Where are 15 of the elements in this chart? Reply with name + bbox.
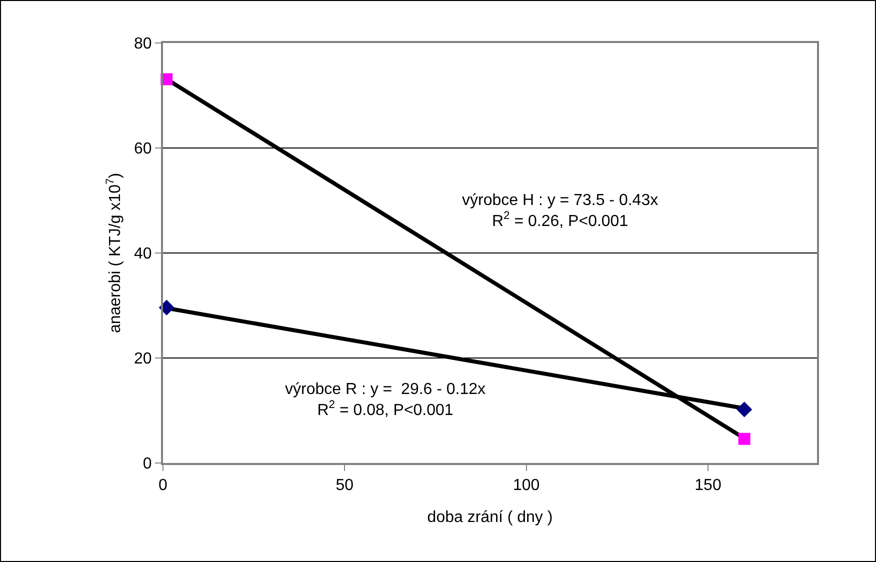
y-tick-label: 20 (134, 350, 152, 368)
x-tick-label: 100 (512, 477, 540, 494)
x-tick-label: 50 (336, 477, 354, 494)
y-tick-label: 60 (134, 140, 152, 158)
point (736, 402, 752, 418)
annotation: výrobce H : y = 73.5 - 0.43x R$^{2}$ = 0.26, P<0.001 (462, 192, 658, 230)
x-tick-label: 0 (158, 477, 168, 494)
y-tick-label: 40 (134, 246, 152, 263)
x-axis-title: doba zrání ( dny ) (427, 509, 553, 526)
x-tick-label: 150 (694, 477, 722, 494)
point (158, 300, 174, 316)
point (738, 432, 750, 445)
annotation: výrobce R : y = 29.6 - 0.12x R$^{2}$ = 0.08, P<0.001 (285, 381, 486, 419)
y-tick-label: 80 (134, 36, 152, 53)
y-tick-label: 0 (142, 456, 152, 473)
